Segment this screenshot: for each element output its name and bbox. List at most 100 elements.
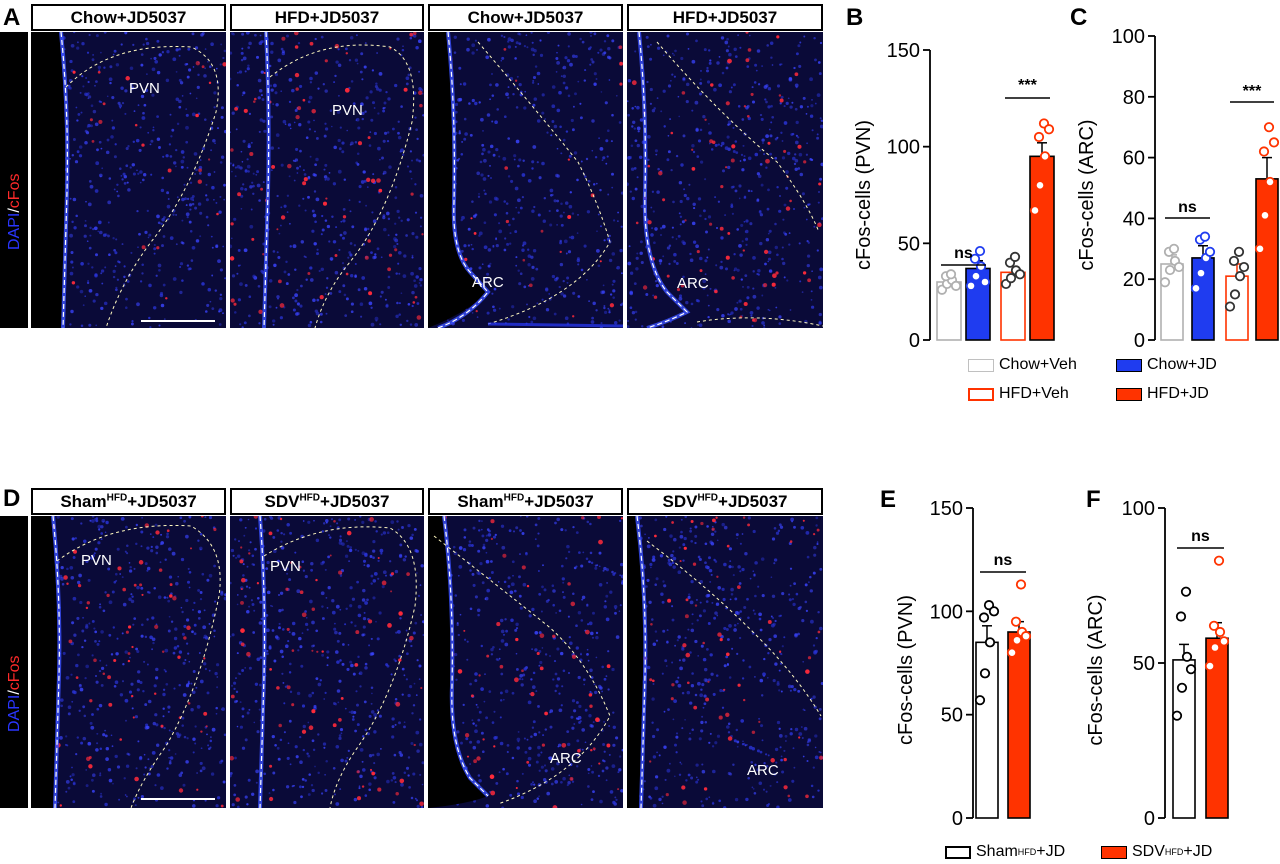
y-tick-label: 100 bbox=[887, 137, 920, 159]
significance-label: ns bbox=[994, 552, 1013, 569]
data-point bbox=[965, 280, 977, 291]
data-point bbox=[1006, 647, 1018, 658]
y-axis-label: cFos-cells (PVN) bbox=[853, 120, 875, 270]
significance-label: ns bbox=[1191, 528, 1210, 545]
data-point bbox=[1180, 586, 1192, 597]
data-point bbox=[1259, 210, 1271, 221]
data-point bbox=[979, 668, 991, 679]
y-tick-label: 150 bbox=[930, 498, 963, 520]
data-point bbox=[1011, 635, 1023, 646]
legend-item: Sham HFD +JD bbox=[945, 843, 1065, 861]
stain-label-bar bbox=[0, 516, 28, 808]
data-point bbox=[1181, 651, 1193, 662]
significance-label: ns bbox=[954, 245, 973, 262]
image-title: Chow+JD5037 bbox=[428, 4, 623, 31]
y-tick-label: 50 bbox=[898, 233, 920, 255]
legend-item: HFD+Veh bbox=[968, 385, 1069, 403]
data-point bbox=[969, 253, 981, 264]
data-point bbox=[1185, 664, 1197, 675]
data-point bbox=[1204, 246, 1216, 257]
data-point bbox=[1190, 283, 1202, 294]
micrograph: PVN bbox=[230, 516, 424, 808]
data-point bbox=[1014, 269, 1026, 280]
legend-swatch bbox=[968, 358, 994, 372]
image-title: Chow+JD5037 bbox=[31, 4, 226, 31]
y-tick-label: 0 bbox=[1134, 330, 1145, 352]
data-point bbox=[1010, 616, 1022, 627]
image-title: HFD+JD5037 bbox=[230, 4, 424, 31]
data-point bbox=[1043, 124, 1055, 135]
panel-label-b: B bbox=[846, 4, 864, 31]
region-label: ARC bbox=[747, 762, 779, 779]
legend-swatch bbox=[1116, 358, 1142, 372]
data-point bbox=[1254, 243, 1266, 254]
data-point bbox=[945, 269, 957, 280]
data-point bbox=[1175, 611, 1187, 622]
region-label: ARC bbox=[472, 274, 504, 291]
data-point bbox=[1214, 626, 1226, 638]
data-point bbox=[1034, 180, 1046, 191]
data-point bbox=[970, 271, 982, 282]
legend-item: Chow+Veh bbox=[968, 356, 1077, 374]
region-label: PVN bbox=[81, 552, 112, 569]
stain-label-bar bbox=[0, 32, 28, 328]
data-point bbox=[1208, 620, 1220, 631]
y-tick-label: 100 bbox=[930, 601, 963, 623]
image-title: ShamHFD+JD5037 bbox=[31, 488, 226, 515]
data-point bbox=[1009, 251, 1021, 262]
micrograph: ARC bbox=[428, 516, 623, 808]
legend-swatch bbox=[1101, 845, 1127, 859]
y-tick-label: 0 bbox=[1144, 808, 1155, 830]
data-point bbox=[1176, 682, 1188, 693]
y-tick-label: 100 bbox=[1122, 498, 1155, 520]
legend-top: Chow+Veh Chow+JD HFD+Veh HFD+JD bbox=[968, 356, 1268, 406]
data-point bbox=[978, 612, 990, 623]
image-title: SDVHFD+JD5037 bbox=[230, 488, 424, 515]
data-point bbox=[1224, 301, 1236, 312]
region-label: ARC bbox=[677, 275, 709, 292]
data-point bbox=[1015, 579, 1027, 590]
micrograph: PVN bbox=[31, 516, 226, 808]
legend-item: SDV HFD +JD bbox=[1101, 843, 1212, 861]
image-title: SDVHFD+JD5037 bbox=[627, 488, 823, 515]
significance-label: *** bbox=[1243, 83, 1262, 100]
data-point bbox=[1168, 243, 1180, 254]
y-tick-label: 100 bbox=[1112, 26, 1145, 48]
legend-bottom: Sham HFD +JD SDV HFD +JD bbox=[945, 843, 1275, 863]
image-title: ShamHFD+JD5037 bbox=[428, 488, 623, 515]
y-tick-label: 50 bbox=[941, 705, 963, 727]
data-point bbox=[974, 245, 986, 257]
legend-swatch bbox=[968, 387, 994, 401]
data-point bbox=[984, 637, 996, 648]
micrograph: ARC bbox=[428, 32, 623, 328]
micrograph: ARC bbox=[627, 32, 823, 328]
data-point bbox=[1204, 660, 1216, 672]
data-point bbox=[1173, 261, 1185, 273]
panel-label-f: F bbox=[1086, 486, 1101, 513]
significance-label: ns bbox=[1178, 199, 1197, 216]
data-point bbox=[1020, 631, 1032, 642]
legend-swatch bbox=[1116, 387, 1142, 401]
data-point bbox=[974, 695, 986, 706]
panel-label-d: D bbox=[3, 485, 21, 512]
data-point bbox=[979, 276, 991, 288]
data-point bbox=[950, 280, 962, 291]
data-point bbox=[1258, 146, 1270, 157]
y-axis-label: cFos-cells (ARC) bbox=[1085, 594, 1107, 745]
data-point bbox=[1229, 289, 1241, 300]
significance-label: *** bbox=[1018, 77, 1037, 94]
panel-label-c: C bbox=[1070, 4, 1088, 31]
data-point bbox=[1005, 273, 1017, 284]
data-point bbox=[1033, 131, 1045, 143]
data-point bbox=[1159, 277, 1171, 288]
data-point bbox=[988, 606, 1000, 617]
scale-bar bbox=[141, 320, 215, 322]
micrograph: PVN bbox=[31, 32, 226, 328]
data-point bbox=[1263, 122, 1275, 133]
data-point bbox=[1233, 246, 1245, 257]
legend-item: Chow+JD bbox=[1116, 356, 1217, 374]
data-point bbox=[1209, 642, 1221, 653]
legend-swatch bbox=[945, 845, 971, 859]
scale-bar bbox=[141, 798, 215, 800]
region-label: PVN bbox=[270, 558, 301, 575]
